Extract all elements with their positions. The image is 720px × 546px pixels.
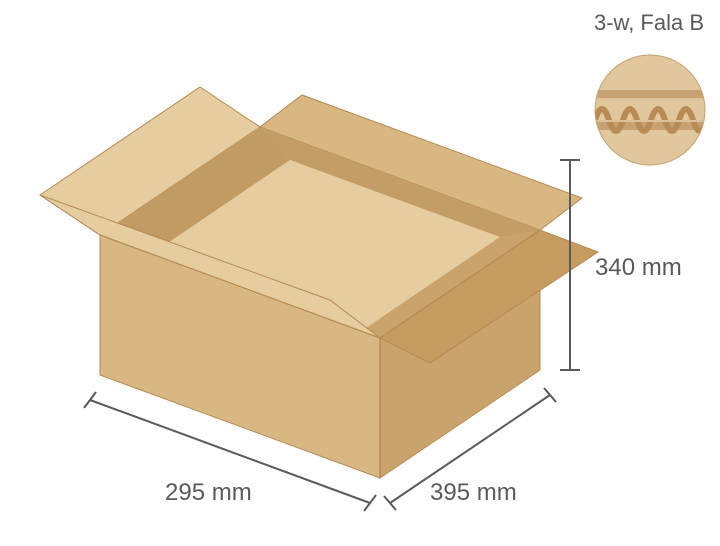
- diagram-stage: 295 mm 395 mm 340 mm 3-w, Fala B: [0, 0, 720, 546]
- dim-width-label: 295 mm: [165, 479, 252, 506]
- diagram-svg: 295 mm 395 mm 340 mm 3-w, Fala B: [0, 0, 720, 546]
- dim-height-label: 340 mm: [595, 254, 682, 281]
- spec-label: 3-w, Fala B: [594, 10, 704, 35]
- cardboard-crosssection-icon: [595, 55, 707, 165]
- dim-length-label: 395 mm: [430, 479, 517, 506]
